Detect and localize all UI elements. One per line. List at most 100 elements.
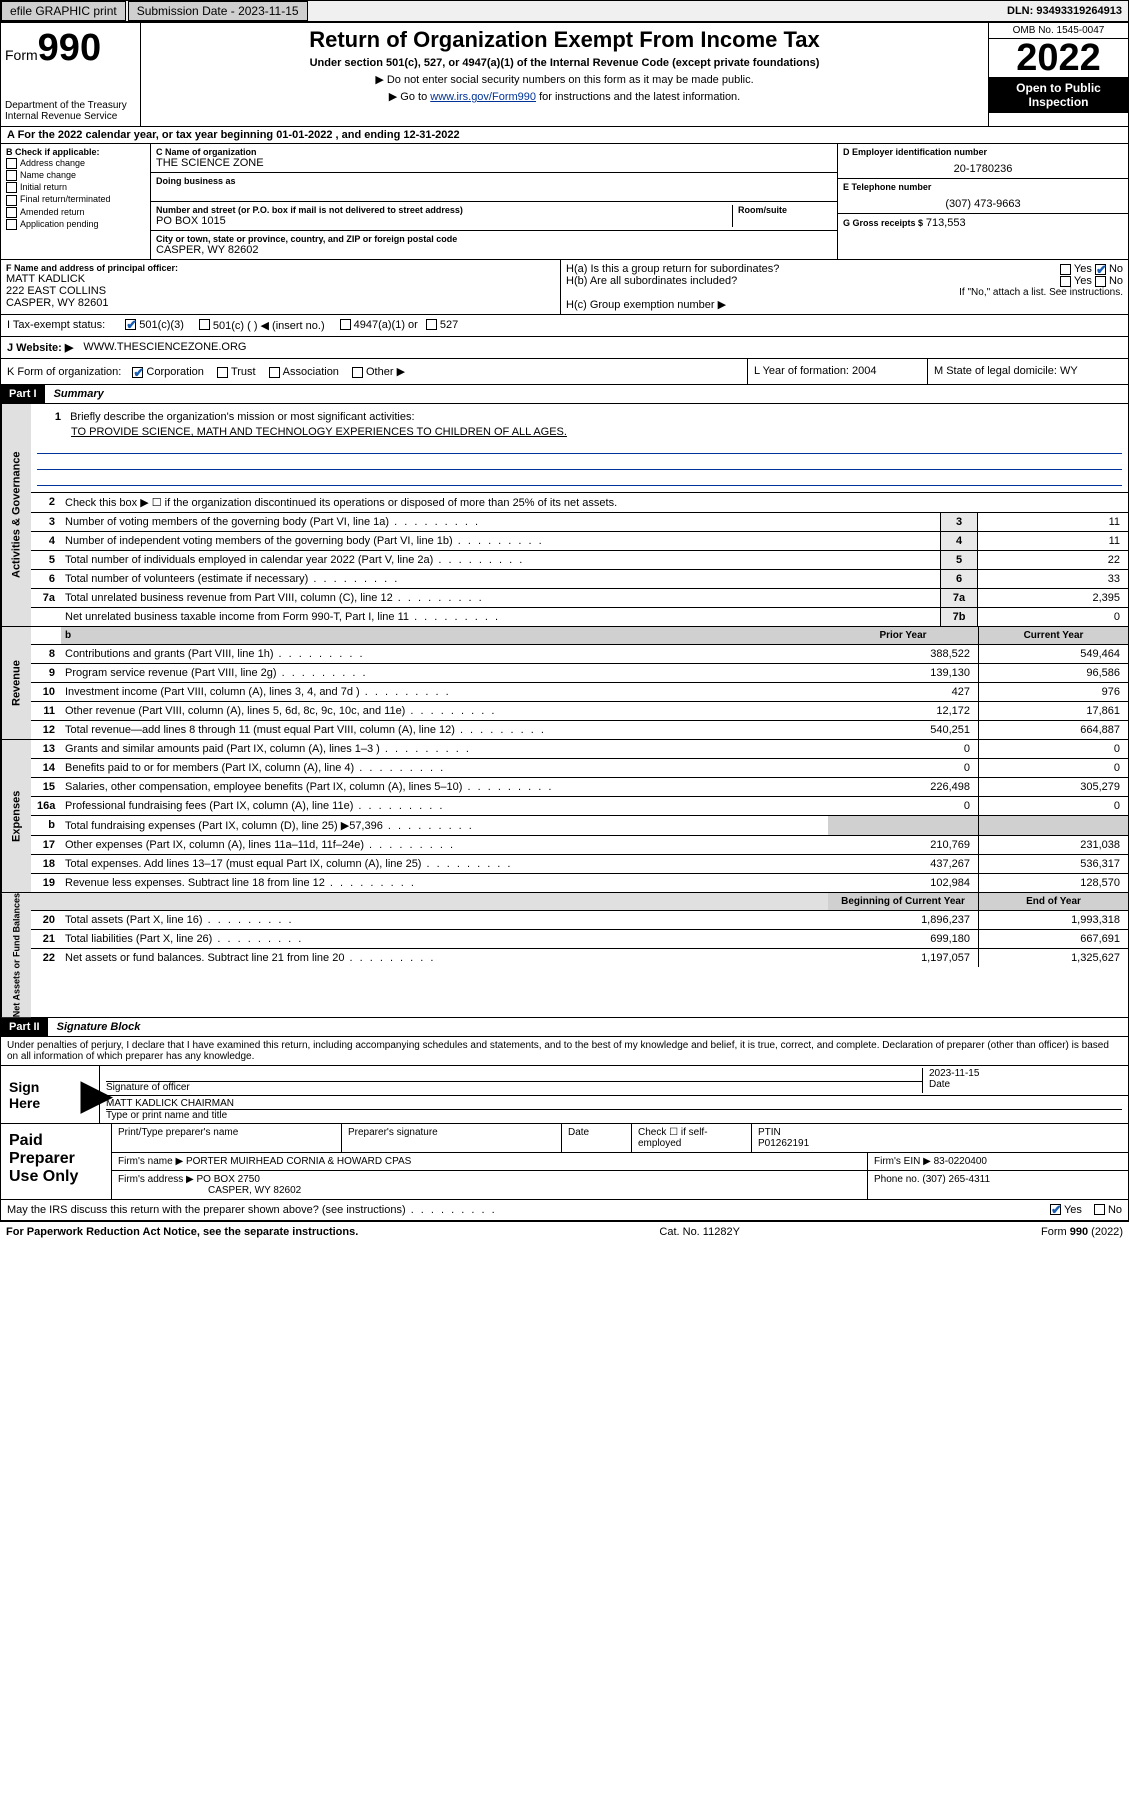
efile-button[interactable]: efile GRAPHIC print	[1, 1, 126, 21]
net-head: Beginning of Current Year End of Year	[31, 893, 1128, 911]
paid-h1: Print/Type preparer's name	[112, 1124, 342, 1152]
rev-body: b Prior Year Current Year 8Contributions…	[31, 627, 1128, 739]
firm-ein-label: Firm's EIN ▶	[874, 1156, 931, 1167]
data-line: bTotal fundraising expenses (Part IX, co…	[31, 816, 1128, 836]
I-527-check[interactable]	[426, 319, 437, 330]
G-row: G Gross receipts $ 713,553	[838, 214, 1128, 232]
cat-no: Cat. No. 11282Y	[659, 1226, 740, 1238]
K-other: Other ▶	[366, 366, 405, 378]
B-app-pending[interactable]: Application pending	[6, 219, 145, 230]
B-final-return[interactable]: Final return/terminated	[6, 194, 145, 205]
K-corp-check[interactable]	[132, 367, 143, 378]
FH-row: F Name and address of principal officer:…	[0, 260, 1129, 315]
I-row: I Tax-exempt status: 501(c)(3) 501(c) ( …	[0, 315, 1129, 337]
partII-header: Part II	[1, 1018, 48, 1036]
phone-value: (307) 473-9663	[843, 192, 1123, 210]
data-line: 13Grants and similar amounts paid (Part …	[31, 740, 1128, 759]
data-line: 17Other expenses (Part IX, column (A), l…	[31, 836, 1128, 855]
M-label: M State of legal domicile:	[934, 365, 1060, 377]
I-501c-check[interactable]	[199, 319, 210, 330]
partI-header-row: Part I Summary	[0, 385, 1129, 404]
line-A: A For the 2022 calendar year, or tax yea…	[0, 127, 1129, 144]
officer-addr1: 222 EAST COLLINS	[6, 285, 555, 297]
gov-section: Activities & Governance 1 Briefly descri…	[0, 404, 1129, 627]
gov-line: 7aTotal unrelated business revenue from …	[31, 589, 1128, 608]
mission-block: 1 Briefly describe the organization's mi…	[31, 404, 1128, 493]
partI-title: Summary	[54, 388, 104, 400]
K-trust-check[interactable]	[217, 367, 228, 378]
gov-line: 5Total number of individuals employed in…	[31, 551, 1128, 570]
sig-date-label: Date	[929, 1079, 1122, 1090]
B-address-change[interactable]: Address change	[6, 158, 145, 169]
data-line: 20Total assets (Part X, line 16)1,896,23…	[31, 911, 1128, 930]
prior-year-head: Prior Year	[828, 627, 978, 644]
C-dba-row: Doing business as	[151, 173, 837, 202]
F-cell: F Name and address of principal officer:…	[1, 260, 561, 314]
discuss-no-check[interactable]	[1094, 1204, 1105, 1215]
sig-date-value: 2023-11-15	[929, 1068, 1122, 1079]
Hb-yes: Yes	[1074, 275, 1092, 287]
form-number: Form990	[5, 27, 136, 70]
J-row: J Website: ▶ WWW.THESCIENCEZONE.ORG	[0, 337, 1129, 359]
paid-label: Paid Preparer Use Only	[1, 1124, 111, 1199]
org-name: THE SCIENCE ZONE	[156, 157, 832, 169]
Hc-label: H(c) Group exemption number ▶	[566, 298, 1123, 311]
end-year-head: End of Year	[978, 893, 1128, 910]
exp-body: 13Grants and similar amounts paid (Part …	[31, 740, 1128, 892]
officer-addr2: CASPER, WY 82601	[6, 297, 555, 309]
discuss-yes: Yes	[1064, 1204, 1082, 1216]
C-city-row: City or town, state or province, country…	[151, 231, 837, 259]
I-4947-check[interactable]	[340, 319, 351, 330]
sig-right: Signature of officer 2023-11-15 Date MAT…	[99, 1066, 1128, 1123]
partII-header-row: Part II Signature Block	[0, 1018, 1129, 1037]
data-line: 18Total expenses. Add lines 13–17 (must …	[31, 855, 1128, 874]
mission-label: Briefly describe the organization's miss…	[70, 411, 414, 423]
firm-phone-label: Phone no.	[874, 1174, 920, 1185]
form-title: Return of Organization Exempt From Incom…	[145, 27, 984, 53]
KLM-row: K Form of organization: Corporation Trus…	[0, 359, 1129, 385]
Ha-yes: Yes	[1074, 263, 1092, 275]
net-body: Beginning of Current Year End of Year 20…	[31, 893, 1128, 1017]
officer-name-title: MATT KADLICK CHAIRMAN	[106, 1098, 1122, 1110]
data-line: 22Net assets or fund balances. Subtract …	[31, 949, 1128, 967]
line2-text: Check this box ▶ ☐ if the organization d…	[61, 493, 1128, 512]
form-header: Form990 Department of the Treasury Inter…	[0, 22, 1129, 127]
firm-addr1: PO BOX 2750	[197, 1174, 260, 1185]
submission-date-button[interactable]: Submission Date - 2023-11-15	[128, 1, 308, 21]
C-dba-label: Doing business as	[156, 176, 832, 186]
B-name-change[interactable]: Name change	[6, 170, 145, 181]
firm-addr-line: Firm's address ▶ PO BOX 2750CASPER, WY 8…	[112, 1171, 1128, 1199]
B-amended[interactable]: Amended return	[6, 207, 145, 218]
instruct2-post: for instructions and the latest informat…	[536, 91, 740, 103]
col-DEG: D Employer identification number 20-1780…	[838, 144, 1128, 259]
ein-value: 20-1780236	[843, 157, 1123, 175]
K-assoc-check[interactable]	[269, 367, 280, 378]
K-other-check[interactable]	[352, 367, 363, 378]
I-501c: 501(c) ( ) ◀ (insert no.)	[213, 319, 325, 332]
E-label: E Telephone number	[843, 182, 1123, 192]
C-street-label: Number and street (or P.O. box if mail i…	[156, 205, 732, 215]
header-left: Form990 Department of the Treasury Inter…	[1, 23, 141, 126]
H-cell: H(a) Is this a group return for subordin…	[561, 260, 1128, 314]
gov-line: 4Number of independent voting members of…	[31, 532, 1128, 551]
paid-right: Print/Type preparer's name Preparer's si…	[111, 1124, 1128, 1199]
Hb-row: H(b) Are all subordinates included? Yes …	[566, 275, 1123, 287]
I-501c3-check[interactable]	[125, 319, 136, 330]
K-corp: Corporation	[146, 366, 203, 378]
open-public-badge: Open to Public Inspection	[989, 77, 1128, 113]
K-trust: Trust	[231, 366, 256, 378]
M-cell: M State of legal domicile: WY	[928, 359, 1128, 384]
Ha-row: H(a) Is this a group return for subordin…	[566, 263, 1123, 275]
state-domicile: WY	[1060, 365, 1078, 377]
mission-text: TO PROVIDE SCIENCE, MATH AND TECHNOLOGY …	[71, 426, 567, 438]
irs-link[interactable]: www.irs.gov/Form990	[430, 91, 536, 103]
data-line: 21Total liabilities (Part X, line 26)699…	[31, 930, 1128, 949]
discuss-yes-check[interactable]	[1050, 1204, 1061, 1215]
data-line: 11Other revenue (Part VIII, column (A), …	[31, 702, 1128, 721]
dln-label: DLN: 93493319264913	[1001, 3, 1128, 19]
rev-section: Revenue b Prior Year Current Year 8Contr…	[0, 627, 1129, 740]
B-initial-return[interactable]: Initial return	[6, 182, 145, 193]
begin-year-head: Beginning of Current Year	[828, 893, 978, 910]
K-label: K Form of organization:	[7, 366, 121, 378]
K-assoc: Association	[283, 366, 339, 378]
